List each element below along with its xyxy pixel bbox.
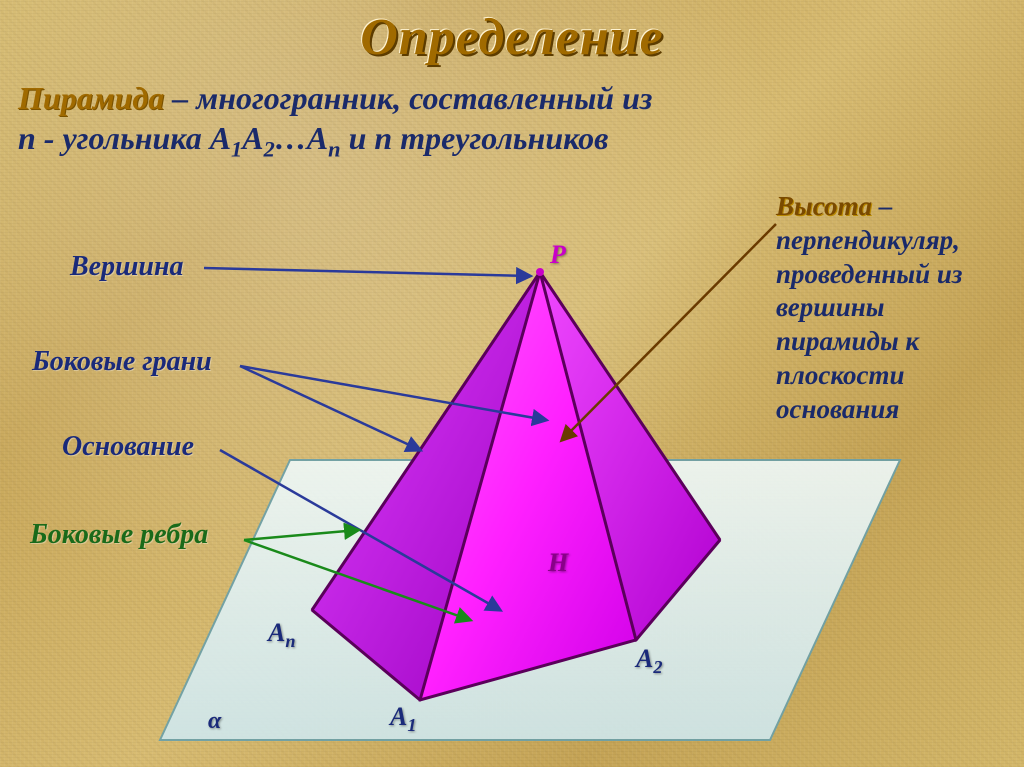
pt-label-A2: A2 [636, 644, 662, 678]
plane-label-alpha: α [208, 708, 221, 735]
pt-label-H: H [548, 548, 568, 578]
arrow-height [562, 224, 776, 440]
pt-label-A1: A1 [390, 702, 416, 736]
pt-label-An: An [268, 618, 295, 652]
arrow-vertex [204, 268, 530, 276]
point-P [536, 268, 544, 276]
arrow-face-1 [240, 366, 420, 450]
pyramid-diagram [0, 0, 1024, 767]
pt-label-P: P [550, 240, 566, 270]
